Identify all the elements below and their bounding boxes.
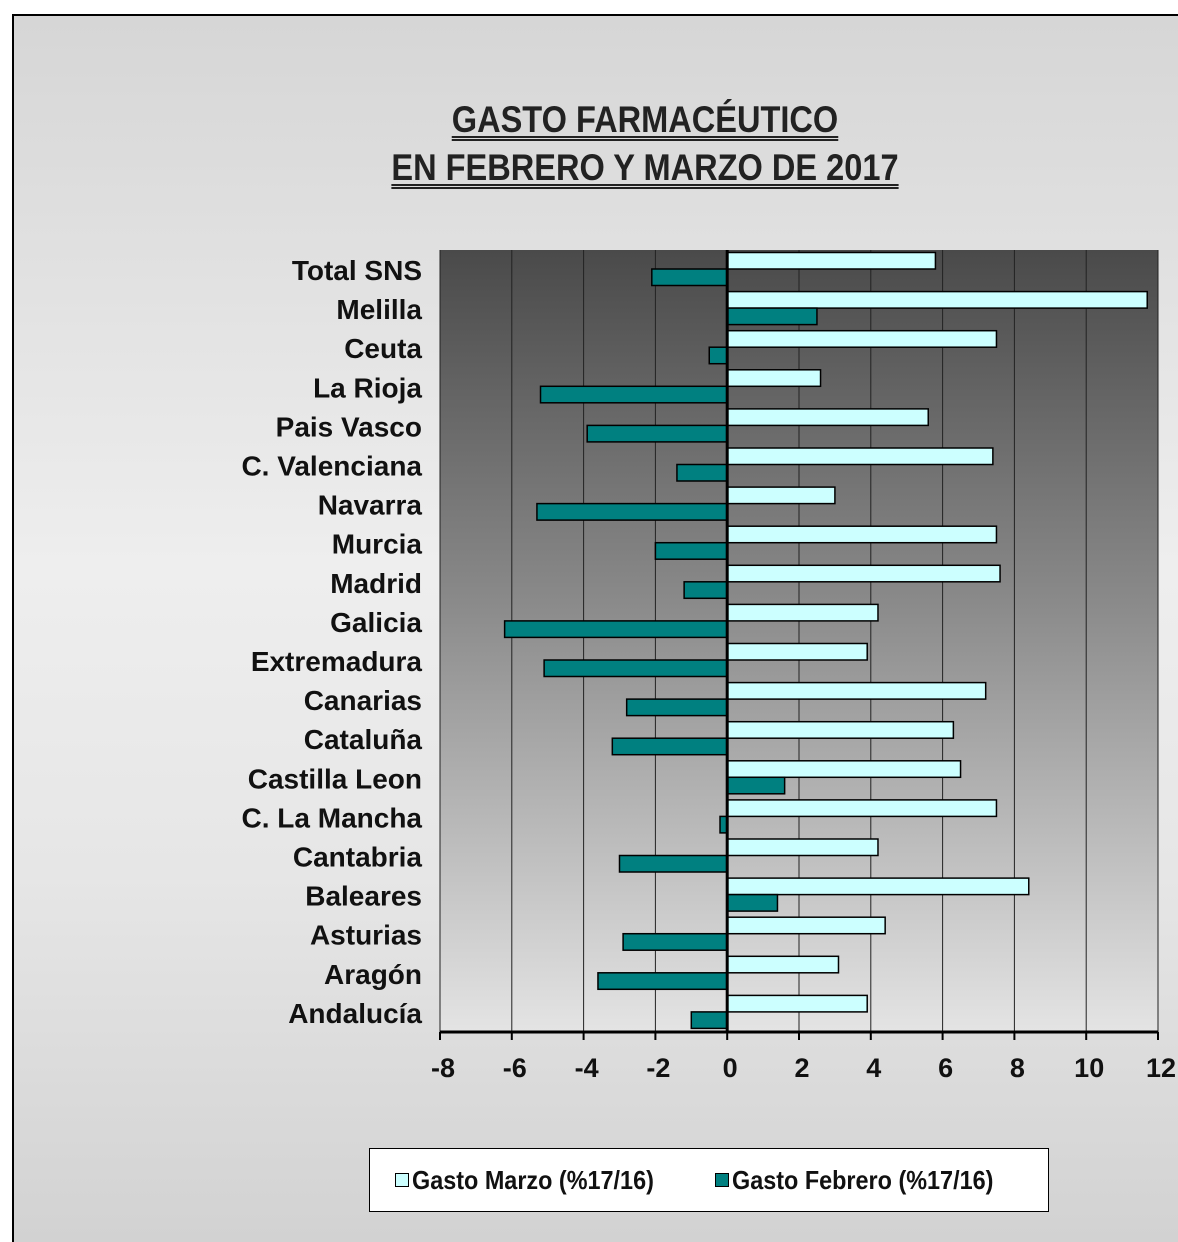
category-label: Navarra <box>318 490 423 521</box>
bar-febrero <box>708 346 728 365</box>
category-label: Murcia <box>332 529 423 560</box>
bar-febrero <box>543 659 728 678</box>
category-label: Madrid <box>330 568 422 599</box>
legend-swatch-marzo <box>395 1173 410 1187</box>
category-label: Castilla Leon <box>248 763 422 794</box>
chart-title: GASTO FARMACÉUTICO EN FEBRERO Y MARZO DE… <box>77 96 1178 192</box>
bar-marzo <box>726 955 840 974</box>
bar-febrero <box>611 737 728 756</box>
bar-febrero <box>654 541 728 560</box>
category-label: Extremadura <box>251 646 423 677</box>
bar-marzo <box>726 369 822 388</box>
bar-marzo <box>726 447 994 466</box>
category-label: Cataluña <box>304 724 423 755</box>
category-label: Aragón <box>324 959 422 990</box>
bar-marzo <box>726 760 962 779</box>
category-label: Pais Vasco <box>276 411 422 442</box>
x-tick-label: -6 <box>503 1053 527 1083</box>
tick-labels: -8 -6 -4 -2 0 2 4 6 8 10 12 <box>431 1053 1176 1083</box>
x-tick-label: -8 <box>431 1053 455 1083</box>
bar-marzo <box>726 642 868 661</box>
bar-febrero <box>539 385 728 404</box>
bar-febrero <box>690 1011 728 1030</box>
bar-marzo <box>726 603 879 622</box>
category-label: Canarias <box>304 685 422 716</box>
bar-febrero <box>503 620 728 639</box>
bar-marzo <box>726 486 836 505</box>
bar-marzo <box>726 564 1001 583</box>
bar-febrero <box>622 932 728 951</box>
x-tick-label: 0 <box>723 1053 738 1083</box>
bar-marzo <box>726 916 886 935</box>
category-label: C. La Mancha <box>242 802 423 833</box>
chart-title-line-2: EN FEBRERO Y MARZO DE 2017 <box>391 147 899 188</box>
bar-marzo <box>726 525 998 544</box>
gridlines <box>439 250 1159 1032</box>
x-tick-label: 6 <box>938 1053 953 1083</box>
category-label: Asturias <box>310 920 422 951</box>
category-label: La Rioja <box>313 372 422 403</box>
legend-swatch-febrero <box>715 1173 730 1187</box>
bar-febrero <box>683 581 728 600</box>
bar-marzo <box>726 720 955 739</box>
axes <box>439 250 1159 1040</box>
category-label: Andalucía <box>288 998 422 1029</box>
bar-febrero <box>597 972 728 991</box>
bar-marzo <box>726 877 1030 896</box>
bar-febrero <box>586 424 728 443</box>
bar-marzo <box>726 681 987 700</box>
x-tick-label: 10 <box>1074 1053 1104 1083</box>
category-label: Melilla <box>336 294 422 325</box>
bar-marzo <box>726 799 998 818</box>
category-label: Total SNS <box>292 255 422 286</box>
category-label: Baleares <box>305 881 422 912</box>
legend-item-febrero: Gasto Febrero (%17/16) <box>715 1165 1022 1196</box>
category-label: Ceuta <box>344 333 422 364</box>
x-tick-label: 4 <box>866 1053 881 1083</box>
bar-febrero <box>618 854 728 873</box>
bar-febrero <box>676 463 728 482</box>
x-tick-label: -2 <box>646 1053 670 1083</box>
bar-marzo <box>726 329 998 348</box>
bar-febrero <box>651 268 728 287</box>
bar-marzo <box>726 994 868 1013</box>
x-tick-label: 8 <box>1010 1053 1025 1083</box>
bar-febrero <box>726 307 818 326</box>
bar-febrero <box>726 776 786 795</box>
x-tick-label: -4 <box>575 1053 599 1083</box>
bar-marzo <box>726 408 929 427</box>
bar-marzo <box>726 251 937 270</box>
legend-item-marzo: Gasto Marzo (%17/16) <box>395 1165 681 1196</box>
x-tick-label: 2 <box>794 1053 809 1083</box>
legend: Gasto Marzo (%17/16) Gasto Febrero (%17/… <box>369 1148 1049 1212</box>
legend-label-febrero: Gasto Febrero (%17/16) <box>732 1164 994 1195</box>
x-tick-label: 12 <box>1146 1053 1176 1083</box>
bar-febrero <box>625 698 728 717</box>
bar-marzo <box>726 838 879 857</box>
category-label: Galicia <box>330 607 422 638</box>
category-label: Cantabria <box>293 842 423 873</box>
category-label: C. Valenciana <box>241 451 422 482</box>
bar-marzo <box>726 290 1148 309</box>
legend-label-marzo: Gasto Marzo (%17/16) <box>412 1164 655 1195</box>
bar-febrero <box>536 502 728 521</box>
chart-title-line-1: GASTO FARMACÉUTICO <box>451 99 839 140</box>
category-labels: Total SNS Melilla Ceuta La Rioja Pais Vasco C… <box>241 255 422 1029</box>
bar-febrero <box>726 893 779 912</box>
